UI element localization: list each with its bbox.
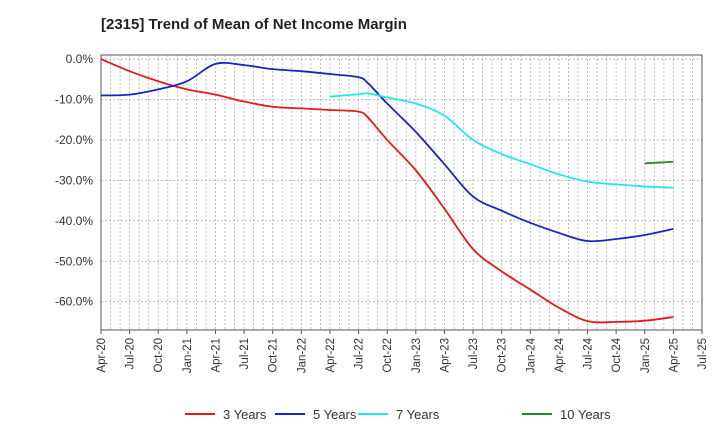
x-tick-label: Apr-21 — [210, 338, 222, 373]
series-line-7-years — [329, 92, 674, 189]
x-tick-label: Jul-22 — [354, 338, 366, 369]
x-tick-label: Apr-20 — [96, 338, 108, 373]
x-tick-label: Apr-25 — [668, 338, 680, 373]
x-tick-label: Jan-21 — [182, 338, 194, 373]
x-tick-label: Apr-24 — [554, 337, 566, 372]
series-line-3-years — [100, 58, 674, 324]
y-tick-label: -50.0% — [55, 254, 93, 268]
y-tick-label: -10.0% — [55, 92, 93, 106]
grid-lines — [100, 55, 703, 330]
y-axis-ticks: 0.0% -10.0% -20.0% -30.0% -40.0% -50.0% -60.0% — [55, 52, 93, 309]
x-tick-label: Jan-22 — [296, 338, 308, 373]
plot-area — [100, 54, 703, 331]
x-tick-label: Jan-23 — [411, 338, 423, 373]
legend: 3 Years 5 Years 7 Years 10 Years — [185, 407, 611, 422]
x-tick-label: Jan-24 — [525, 337, 537, 373]
x-tick-label: Jul-25 — [697, 338, 709, 369]
y-tick-label: -60.0% — [55, 295, 93, 309]
x-tick-label: Oct-24 — [611, 337, 623, 372]
x-tick-label: Jan-25 — [640, 338, 652, 373]
x-tick-label: Oct-23 — [497, 338, 509, 373]
legend-label-7-years: 7 Years — [396, 407, 440, 422]
x-tick-label: Oct-21 — [268, 338, 280, 373]
series-line-5-years — [100, 61, 674, 243]
x-tick-label: Jul-24 — [583, 337, 595, 369]
series-lines — [100, 58, 674, 324]
x-axis-ticks: Apr-20 Jul-20 Oct-20 Jan-21 Apr-21 Jul-21 Oct-… — [96, 330, 709, 373]
y-tick-label: -40.0% — [55, 214, 93, 228]
series-line-10-years — [644, 160, 674, 165]
legend-label-3-years: 3 Years — [223, 407, 267, 422]
x-tick-label: Oct-22 — [382, 338, 394, 373]
y-tick-label: 0.0% — [66, 52, 94, 66]
x-tick-label: Jul-23 — [468, 338, 480, 369]
legend-label-5-years: 5 Years — [313, 407, 357, 422]
x-tick-label: Apr-22 — [325, 338, 337, 373]
y-tick-label: -20.0% — [55, 133, 93, 147]
x-tick-label: Jul-20 — [125, 338, 137, 369]
x-tick-label: Apr-23 — [439, 338, 451, 373]
y-tick-label: -30.0% — [55, 173, 93, 187]
legend-label-10-years: 10 Years — [560, 407, 611, 422]
x-tick-label: Jul-21 — [239, 338, 251, 369]
x-tick-label: Oct-20 — [153, 338, 165, 373]
chart-title: [2315] Trend of Mean of Net Income Margi… — [101, 16, 407, 33]
